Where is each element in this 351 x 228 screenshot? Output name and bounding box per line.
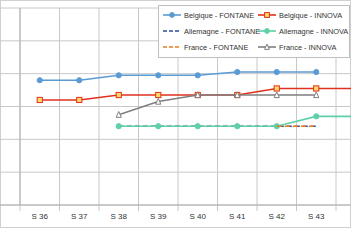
marker [274,86,279,91]
marker [235,92,240,98]
x-tick-label: S 38 [111,212,128,221]
x-tick-label: S 41 [229,212,246,221]
legend-swatch [163,30,181,32]
marker [265,13,270,18]
marker [195,73,200,78]
marker [116,92,121,97]
legend-label: Allemagne - INNOVA [279,27,348,36]
legend-swatch [163,46,181,48]
grid-line [0,205,351,206]
grid-line [0,73,351,74]
marker [265,44,270,49]
marker [314,69,319,74]
y-axis [20,8,21,205]
legend-label: France - FONTANE [184,43,248,52]
grid-line [0,172,351,173]
marker [156,98,161,104]
marker [235,69,240,74]
legend: Belgique - FONTANE Belgique - INNOVA Allem… [159,6,350,58]
x-axis [0,205,351,206]
x-tick-label: S 37 [71,212,88,221]
marker [156,73,161,78]
series-line [277,125,317,127]
marker [195,92,200,98]
marker [116,124,121,129]
marker [116,73,121,78]
grid-line [0,106,351,107]
marker [116,112,121,118]
marker [77,97,82,102]
x-tick-label: S 36 [32,212,49,221]
plot-area [37,69,351,128]
category-tick [138,8,139,211]
marker [77,78,82,83]
background [1,1,351,228]
series-line [40,88,351,99]
legend-label: Allemagne - FONTANE [184,27,260,36]
marker [235,124,240,129]
marker [195,92,200,97]
series-line [119,95,317,115]
category-tick [99,8,100,211]
marker [37,97,42,102]
marker [37,78,42,83]
marker [265,29,270,34]
marker [274,69,279,74]
x-tick-label: S 39 [150,212,167,221]
marker [156,92,161,97]
chart: S 36 S 37 S 38 S 39 S 40 S 41 S 42 S 43 Belgique… [0,0,351,228]
legend-label: Belgique - FONTANE [184,11,254,20]
x-tick-label: S 43 [308,212,325,221]
grid-line [0,139,351,140]
marker [314,114,319,119]
marker [235,92,240,97]
legend-label: France - INNOVA [279,43,336,52]
marker [156,124,161,129]
marker [195,124,200,129]
legend-box [159,6,350,58]
category-tick [59,8,60,211]
marker [314,92,319,98]
marker [274,92,279,98]
marker [314,86,319,91]
x-tick-label: S 40 [190,212,207,221]
category-tick [20,8,21,211]
legend-label: Belgique - INNOVA [279,11,342,20]
x-tick-label: S 42 [269,212,286,221]
marker [170,13,175,18]
